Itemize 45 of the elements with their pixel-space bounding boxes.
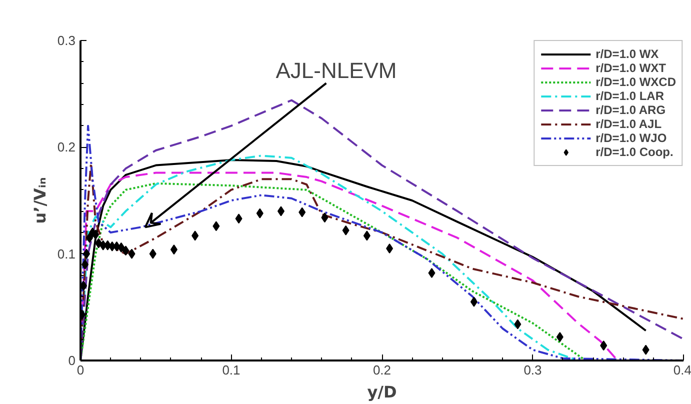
- y-axis-title: u’/Vᵢₙ: [30, 177, 50, 224]
- point: [86, 232, 94, 243]
- legend-label: r/D=1.0 AJL: [596, 117, 662, 131]
- y-tick-label: 0.3: [57, 33, 76, 48]
- x-tick-label: 0.4: [673, 362, 691, 378]
- point: [82, 260, 89, 270]
- point: [128, 248, 136, 259]
- x-tick-label: 0.3: [524, 362, 542, 378]
- legend-label: r/D=1.0 WJO: [596, 131, 667, 145]
- annotation: AJL-NLEVM: [276, 58, 397, 84]
- point: [298, 207, 306, 218]
- legend-label: r/D=1.0 ARG: [596, 103, 666, 117]
- y-tick-label: 0.2: [57, 140, 76, 155]
- point: [192, 230, 199, 241]
- point: [83, 248, 90, 259]
- point: [556, 332, 564, 342]
- legend-label: r/D=1.0 LAR: [596, 89, 664, 103]
- point: [122, 246, 130, 256]
- point: [118, 242, 125, 252]
- legend-label: r/D=1.0 WXCD: [596, 75, 676, 89]
- legend-label: r/D=1.0 Coop.: [596, 145, 674, 159]
- point: [363, 230, 370, 241]
- x-tick-label: 0.1: [222, 362, 240, 378]
- point: [321, 212, 328, 223]
- point: [212, 221, 220, 232]
- point: [277, 206, 284, 216]
- point: [170, 244, 178, 255]
- point: [386, 244, 394, 254]
- point: [342, 225, 350, 236]
- point: [95, 238, 102, 248]
- point: [428, 268, 436, 278]
- x-axis-title: y/D: [367, 382, 397, 402]
- legend-label: r/D=1.0 WX: [596, 47, 659, 61]
- point: [149, 248, 156, 259]
- point: [600, 340, 608, 351]
- point: [642, 344, 650, 355]
- point: [256, 208, 264, 218]
- y-tick-label: 0.1: [57, 246, 76, 262]
- point: [235, 214, 242, 224]
- legend-label: r/D=1.0 WXT: [596, 61, 666, 75]
- point: [470, 296, 478, 307]
- y-tick-label: 0: [68, 353, 76, 368]
- point: [514, 319, 522, 330]
- x-tick-label: 0.2: [372, 362, 392, 378]
- point: [92, 230, 100, 240]
